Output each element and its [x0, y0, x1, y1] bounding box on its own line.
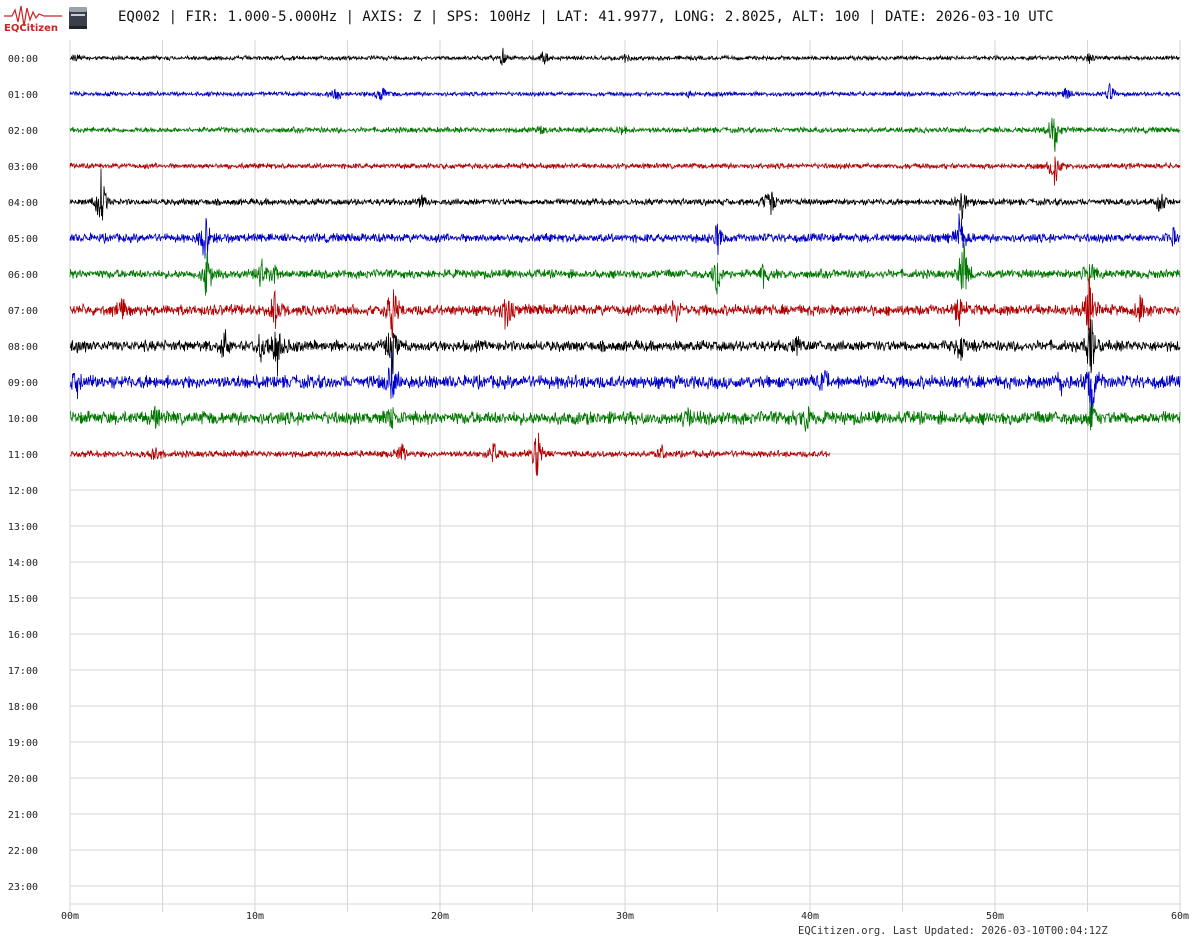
trace-10-00	[69, 401, 1181, 432]
hour-tick-label: 02:00	[8, 126, 38, 137]
hour-tick-label: 07:00	[8, 306, 38, 317]
hour-tick-label: 19:00	[8, 738, 38, 749]
minute-tick-label: 40m	[801, 911, 819, 922]
trace-06-00	[69, 243, 1181, 296]
chart-title: EQ002 | FIR: 1.000-5.000Hz | AXIS: Z | S…	[118, 9, 1054, 25]
hour-tick-label: 09:00	[8, 378, 38, 389]
seismic-traces	[69, 47, 1181, 476]
hour-tick-label: 13:00	[8, 522, 38, 533]
hour-tick-label: 00:00	[8, 54, 38, 65]
hour-tick-label: 20:00	[8, 774, 38, 785]
seismometer-icon	[69, 7, 87, 29]
trace-05-00	[69, 213, 1181, 259]
hour-tick-label: 17:00	[8, 666, 38, 677]
trace-01-00	[69, 82, 1181, 102]
minute-tick-label: 50m	[986, 911, 1004, 922]
hour-tick-label: 10:00	[8, 414, 38, 425]
trace-08-00	[69, 319, 1181, 377]
hour-tick-label: 12:00	[8, 486, 38, 497]
trace-03-00	[69, 156, 1181, 186]
trace-00-00	[69, 47, 1181, 66]
trace-07-00	[69, 275, 1181, 342]
hour-tick-label: 08:00	[8, 342, 38, 353]
trace-02-00	[69, 117, 1181, 152]
last-updated-text: EQCitizen.org. Last Updated: 2026-03-10T…	[798, 925, 1108, 937]
minute-axis-labels: 00m 10m 20m 30m 40m 50m 60m	[61, 911, 1189, 922]
hour-tick-label: 14:00	[8, 558, 38, 569]
minute-tick-label: 00m	[61, 911, 79, 922]
hour-tick-label: 03:00	[8, 162, 38, 173]
hour-tick-label: 05:00	[8, 234, 38, 245]
hour-tick-label: 21:00	[8, 810, 38, 821]
hour-tick-label: 23:00	[8, 882, 38, 893]
minute-tick-label: 10m	[246, 911, 264, 922]
hour-tick-label: 18:00	[8, 702, 38, 713]
hour-tick-label: 15:00	[8, 594, 38, 605]
hour-tick-label: 04:00	[8, 198, 38, 209]
logo-text: EQCitizen	[4, 23, 59, 34]
header-bar: EQCitizen EQ002 | FIR: 1.000-5.000Hz | A…	[0, 0, 1200, 40]
hour-tick-label: 22:00	[8, 846, 38, 857]
trace-04-00	[69, 168, 1181, 221]
minute-tick-label: 20m	[431, 911, 449, 922]
grid-lines	[69, 40, 1181, 912]
hour-axis-labels: 00:00 01:00 02:00 03:00 04:00 05:00 06:00 07:00…	[8, 54, 38, 893]
hour-tick-label: 06:00	[8, 270, 38, 281]
eqcitizen-logo-icon	[4, 5, 62, 27]
hour-tick-label: 11:00	[8, 450, 38, 461]
minute-tick-label: 60m	[1171, 911, 1189, 922]
trace-11-00	[69, 432, 831, 476]
trace-09-00	[69, 351, 1181, 419]
hour-tick-label: 01:00	[8, 90, 38, 101]
minute-tick-label: 30m	[616, 911, 634, 922]
hour-tick-label: 16:00	[8, 630, 38, 641]
